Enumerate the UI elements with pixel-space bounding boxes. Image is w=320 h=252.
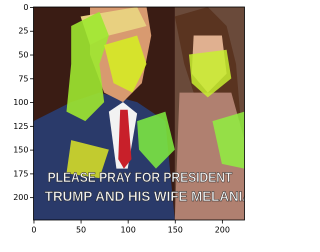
image-text: TRUMP AND HIS WIFE MELANIA [45,189,246,205]
y-tick-label: 125 [13,122,28,131]
x-tick-label: 200 [215,226,230,235]
y-tick-label: 75 [18,74,28,83]
x-tick-label: 0 [31,226,36,235]
y-tick-label: 50 [18,51,28,60]
y-tick-label: 25 [18,27,28,36]
x-tick-label: 50 [76,226,86,235]
y-tick-label: 175 [13,169,28,178]
chart: PLEASE PRAY FOR PRESIDENT TRUMP AND HIS … [0,0,246,252]
y-tick-label: 200 [13,193,28,202]
image: PLEASE PRAY FOR PRESIDENT TRUMP AND HIS … [34,7,247,220]
y-tick-label: 100 [13,98,28,107]
x-tick-label: 150 [168,226,183,235]
y-tick-label: 0 [23,3,28,12]
y-tick-label: 150 [13,146,28,155]
x-tick-label: 100 [121,226,136,235]
image-text: PLEASE PRAY FOR PRESIDENT [48,170,233,186]
